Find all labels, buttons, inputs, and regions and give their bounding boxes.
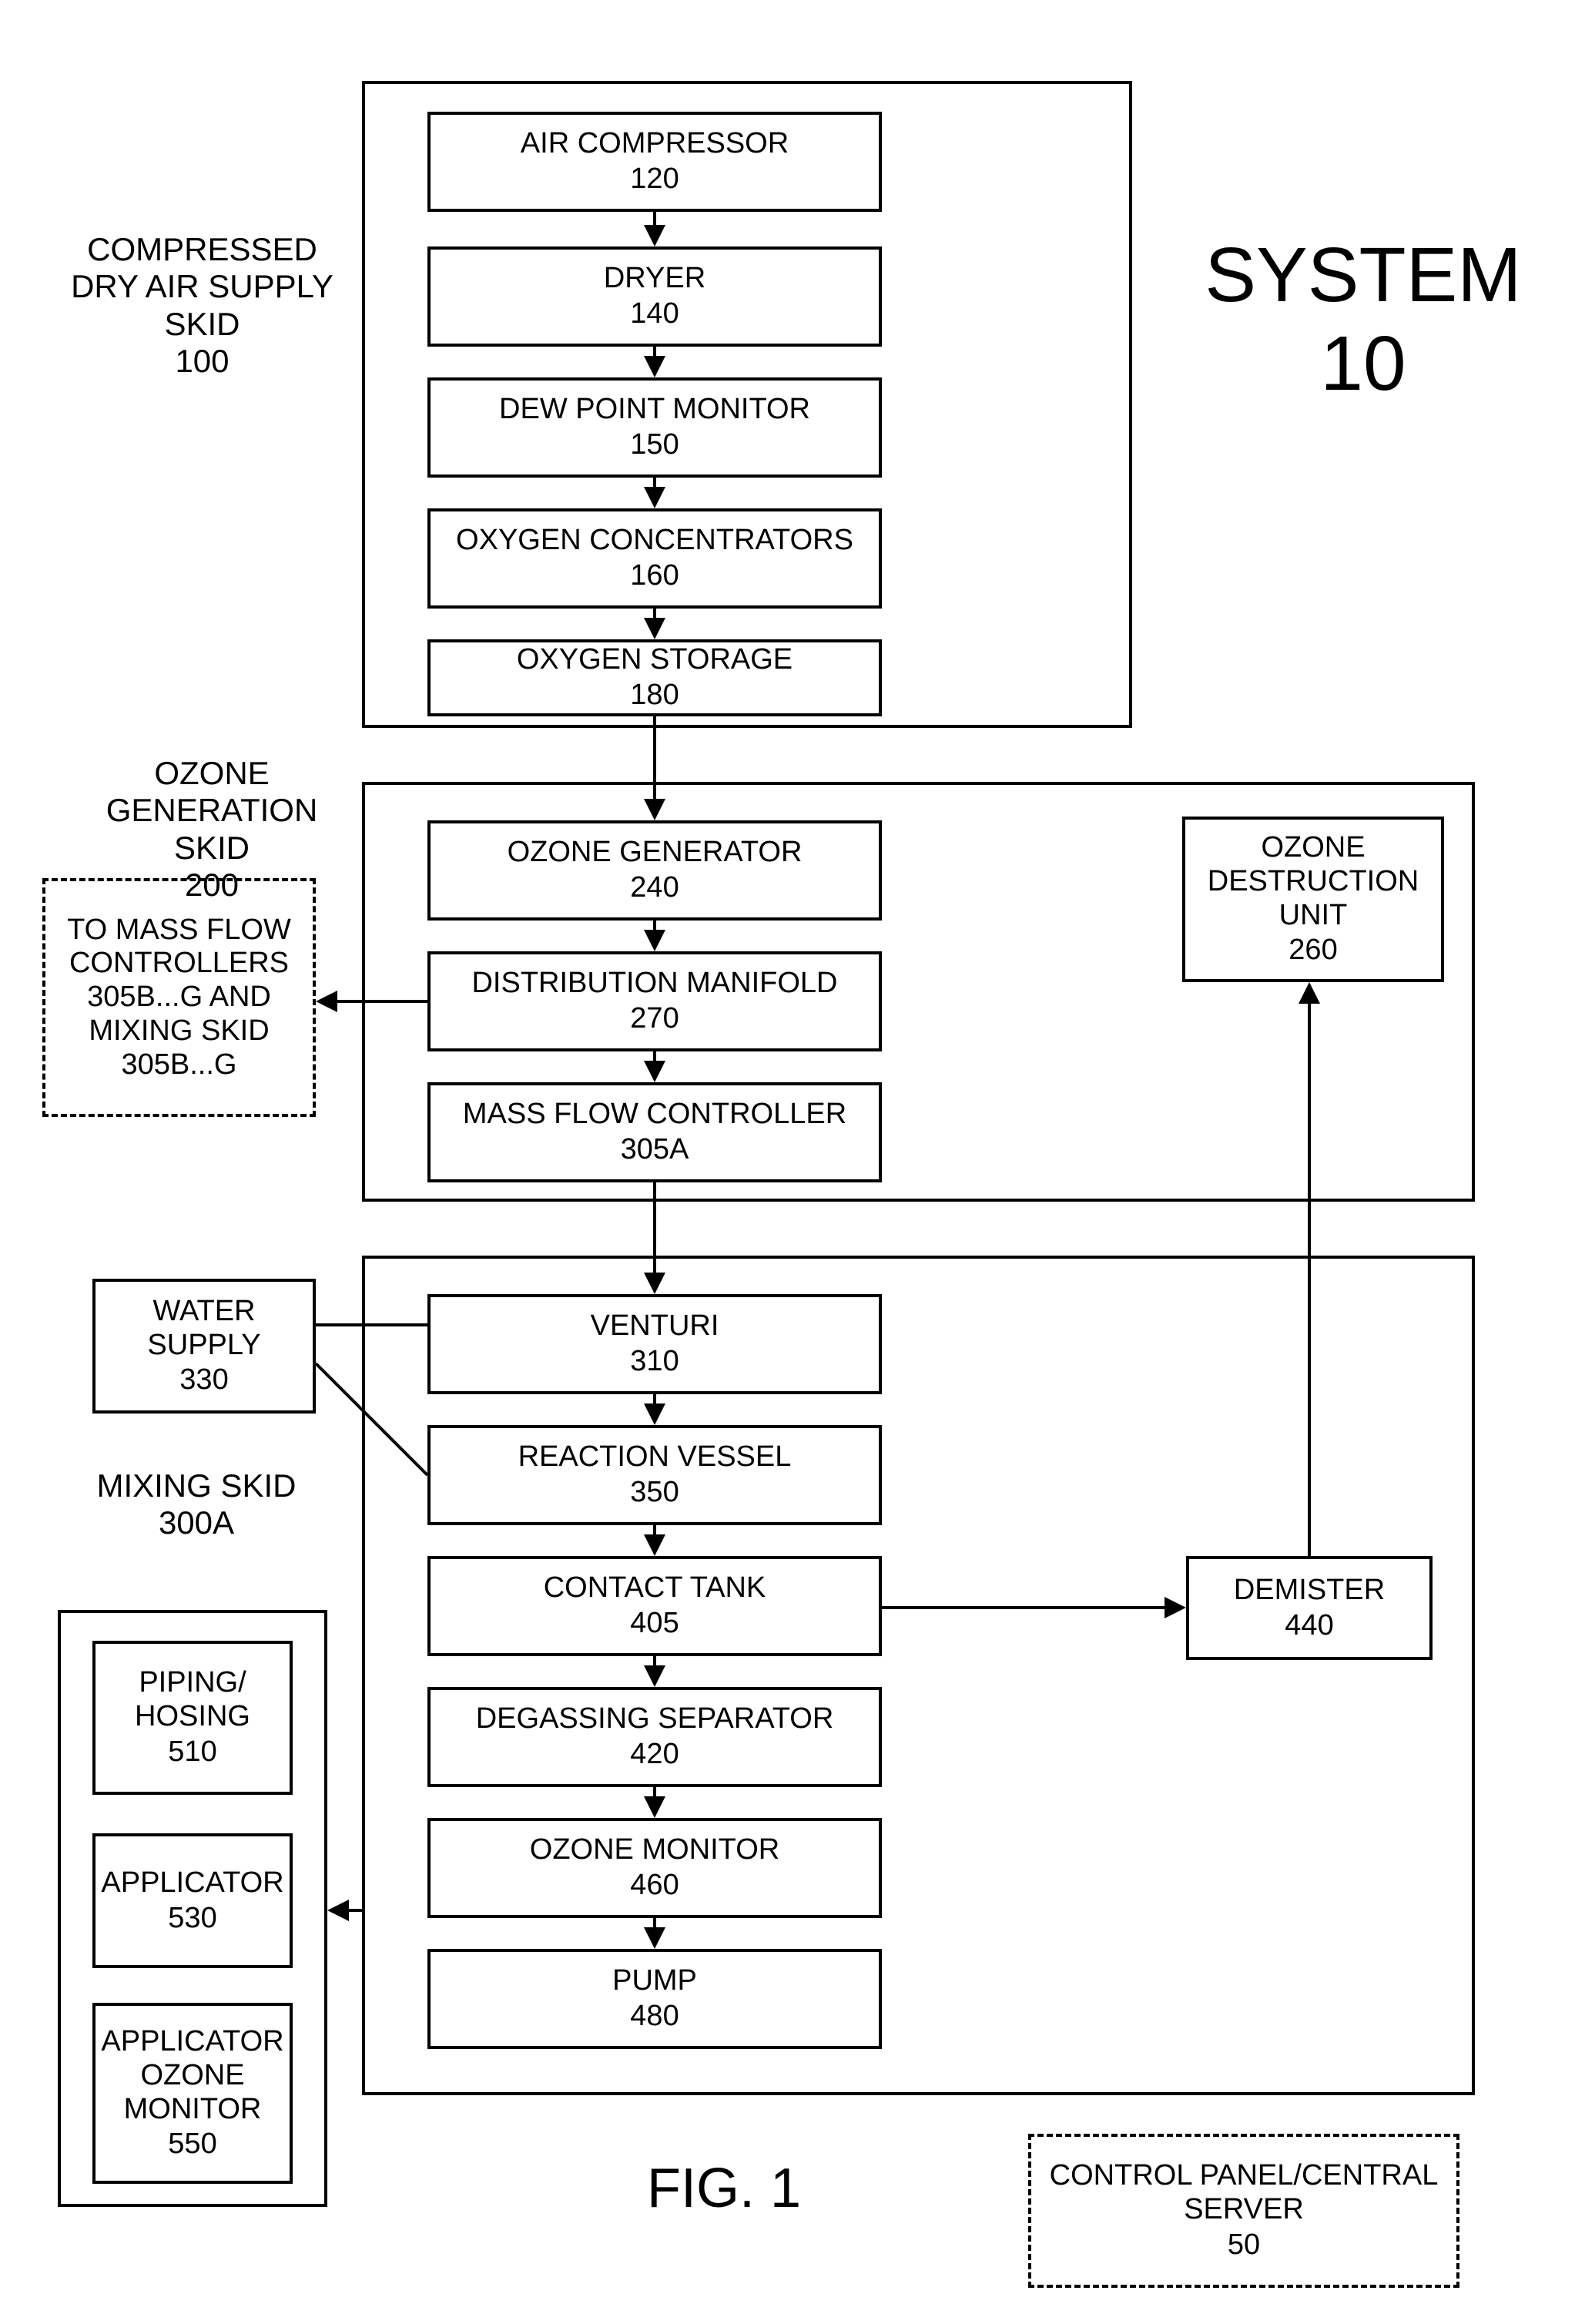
block-num: 180	[630, 679, 679, 713]
block-ozone-generator: OZONE GENERATOR 240	[427, 820, 882, 921]
block-num: 150	[630, 428, 679, 462]
block-distribution-manifold: DISTRIBUTION MANIFOLD 270	[427, 951, 882, 1051]
block-num: 440	[1285, 1609, 1333, 1643]
block-label: OXYGEN STORAGE	[517, 643, 793, 677]
block-num: 50	[1228, 2228, 1260, 2262]
block-num: 480	[630, 2000, 679, 2034]
label-num: 200	[81, 867, 343, 904]
block-label: CONTACT TANK	[544, 1571, 766, 1605]
label-num: 300A	[89, 1504, 304, 1541]
block-label: PUMP	[612, 1964, 697, 1998]
figure-title: FIG. 1	[508, 2157, 940, 2221]
label-num: 100	[58, 343, 347, 380]
block-water-supply: WATER SUPPLY 330	[92, 1279, 316, 1414]
label-text: COMPRESSED DRY AIR SUPPLY SKID	[58, 231, 347, 343]
block-pump: PUMP 480	[427, 1949, 882, 2049]
block-label: OXYGEN CONCENTRATORS	[456, 524, 853, 558]
block-label: REACTION VESSEL	[518, 1440, 792, 1474]
block-label: VENTURI	[591, 1310, 719, 1343]
block-ozone-destruction-unit: OZONE DESTRUCTION UNIT 260	[1182, 817, 1444, 982]
block-num: 240	[630, 871, 679, 905]
block-venturi: VENTURI 310	[427, 1294, 882, 1394]
label-air-skid: COMPRESSED DRY AIR SUPPLY SKID 100	[58, 231, 347, 380]
block-dew-point-monitor: DEW POINT MONITOR 150	[427, 377, 882, 478]
block-control-panel: CONTROL PANEL/CENTRAL SERVER 50	[1028, 2134, 1459, 2288]
block-contact-tank: CONTACT TANK 405	[427, 1556, 882, 1656]
block-label: TO MASS FLOW CONTROLLERS 305B...G AND MI…	[45, 914, 313, 1082]
block-label: CONTROL PANEL/CENTRAL SERVER	[1031, 2159, 1456, 2226]
block-label: OZONE MONITOR	[530, 1833, 779, 1867]
label-num: 10	[1178, 320, 1548, 408]
block-num: 405	[630, 1607, 679, 1641]
block-label: WATER SUPPLY	[96, 1295, 313, 1362]
block-num: 310	[630, 1345, 679, 1379]
block-num: 160	[630, 559, 679, 593]
block-degassing-separator: DEGASSING SEPARATOR 420	[427, 1687, 882, 1787]
block-num: 460	[630, 1869, 679, 1903]
label-text: MIXING SKID	[89, 1467, 304, 1504]
block-label: AIR COMPRESSOR	[521, 127, 789, 161]
block-num: 530	[168, 1902, 216, 1936]
block-num: 350	[630, 1476, 679, 1510]
label-ozone-skid: OZONE GENERATION SKID 200	[81, 755, 343, 904]
block-oxygen-concentrators: OXYGEN CONCENTRATORS 160	[427, 508, 882, 609]
label-text: OZONE GENERATION SKID	[81, 755, 343, 867]
label-system: SYSTEM 10	[1178, 231, 1548, 408]
block-label: DEGASSING SEPARATOR	[476, 1702, 834, 1736]
block-label: MASS FLOW CONTROLLER	[463, 1098, 846, 1132]
label-mix-skid: MIXING SKID 300A	[89, 1467, 304, 1542]
block-air-compressor: AIR COMPRESSOR 120	[427, 112, 882, 212]
block-demister: DEMISTER 440	[1186, 1556, 1433, 1660]
block-num: 420	[630, 1738, 679, 1772]
block-label: APPLICATOR	[101, 1866, 283, 1900]
block-num: 120	[630, 163, 679, 196]
block-label: DRYER	[604, 262, 705, 296]
block-label: DISTRIBUTION MANIFOLD	[471, 967, 837, 1001]
block-dryer: DRYER 140	[427, 246, 882, 347]
block-num: 510	[168, 1735, 216, 1769]
block-label: DEW POINT MONITOR	[499, 393, 810, 427]
block-ozone-monitor: OZONE MONITOR 460	[427, 1818, 882, 1918]
label-text: FIG. 1	[647, 2158, 801, 2219]
label-text: SYSTEM	[1178, 231, 1548, 320]
block-mass-flow-controller: MASS FLOW CONTROLLER 305A	[427, 1082, 882, 1182]
block-label: APPLICATOR OZONE MONITOR	[96, 2025, 290, 2126]
block-num: 550	[168, 2128, 216, 2161]
block-label: OZONE DESTRUCTION UNIT	[1185, 831, 1441, 932]
block-num: 330	[179, 1363, 228, 1397]
block-num: 270	[630, 1002, 679, 1036]
block-num: 140	[630, 297, 679, 331]
block-num: 260	[1288, 934, 1337, 967]
block-applicator: APPLICATOR 530	[92, 1833, 293, 1968]
block-applicator-ozone-monitor: APPLICATOR OZONE MONITOR 550	[92, 2003, 293, 2184]
block-oxygen-storage: OXYGEN STORAGE 180	[427, 639, 882, 716]
block-piping-hosing: PIPING/ HOSING 510	[92, 1641, 293, 1795]
block-label: DEMISTER	[1234, 1574, 1385, 1608]
block-reaction-vessel: REACTION VESSEL 350	[427, 1425, 882, 1525]
block-to-mass-flow-controllers: TO MASS FLOW CONTROLLERS 305B...G AND MI…	[42, 878, 316, 1117]
block-label: PIPING/ HOSING	[96, 1666, 290, 1733]
block-label: OZONE GENERATOR	[508, 836, 803, 870]
block-num: 305A	[621, 1133, 689, 1167]
